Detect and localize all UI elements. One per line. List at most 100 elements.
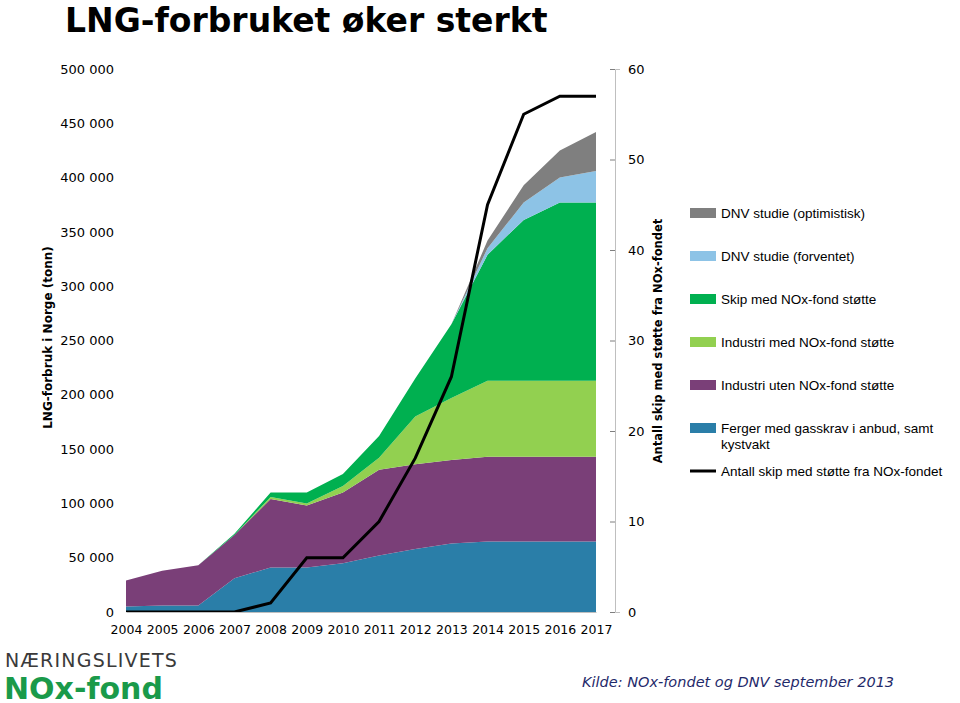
legend-item: Industri med NOx-fond støtte bbox=[690, 335, 894, 350]
tick-label: 2008 bbox=[255, 622, 287, 637]
line bbox=[126, 96, 596, 612]
tick-label: 350 000 bbox=[60, 225, 114, 240]
tick-label: 10 bbox=[628, 514, 645, 529]
legend-item: Skip med NOx-fond støtte bbox=[690, 292, 876, 307]
tick-label: 250 000 bbox=[60, 333, 114, 348]
source: Kilde: NOx-fondet og DNV september 2013 bbox=[582, 674, 894, 690]
tick-mark bbox=[610, 341, 615, 342]
legend-swatch bbox=[690, 337, 716, 347]
tick-label: 2006 bbox=[183, 622, 215, 637]
tick: 2013 bbox=[436, 612, 468, 637]
tick-mark bbox=[610, 160, 615, 161]
tick: 2006 bbox=[183, 612, 215, 637]
tick-mark bbox=[610, 431, 615, 432]
tick-label: 100 000 bbox=[60, 496, 114, 511]
tick-label: 150 000 bbox=[60, 442, 114, 457]
legend-swatch bbox=[690, 294, 716, 304]
tick: 0 bbox=[106, 605, 114, 620]
tick-label: 2012 bbox=[400, 622, 432, 637]
tick-label: 20 bbox=[628, 424, 645, 439]
legend-item: Ferger med gasskrav i anbud, samtkystvak… bbox=[690, 421, 934, 452]
legend-swatch bbox=[690, 208, 716, 218]
tick: 50 000 bbox=[69, 550, 115, 565]
tick: 30 bbox=[610, 333, 645, 348]
tick-label: 2009 bbox=[291, 622, 323, 637]
tick: 2014 bbox=[472, 612, 504, 637]
legend-item: Industri uten NOx-fond støtte bbox=[690, 378, 894, 393]
area bbox=[126, 381, 596, 581]
tick-label: 300 000 bbox=[60, 279, 114, 294]
tick-label: 500 000 bbox=[60, 62, 114, 77]
tick-label: 2007 bbox=[219, 622, 251, 637]
tick-mark bbox=[610, 250, 615, 251]
tick-mark bbox=[610, 522, 615, 523]
title: LNG-forbruket øker sterkt bbox=[65, 1, 548, 40]
tick-label: 450 000 bbox=[60, 116, 114, 131]
axis-line bbox=[114, 70, 115, 613]
tick: 2004 bbox=[111, 612, 143, 637]
tick-label: 2014 bbox=[472, 622, 504, 637]
tick: 20 bbox=[610, 424, 645, 439]
legend-item: Antall skip med støtte fra NOx-fondet bbox=[690, 464, 943, 479]
tick: 100 000 bbox=[60, 496, 114, 511]
tick: 300 000 bbox=[60, 279, 114, 294]
tick: 400 000 bbox=[60, 170, 114, 185]
legend-item: DNV studie (optimistisk) bbox=[690, 206, 865, 221]
tick: 2017 bbox=[581, 612, 613, 637]
area bbox=[126, 171, 596, 580]
tick: 50 bbox=[610, 152, 645, 167]
legend-item: DNV studie (forventet) bbox=[690, 249, 855, 264]
legend-swatch bbox=[690, 251, 716, 261]
legend-label: Industri med NOx-fond støtte bbox=[721, 335, 894, 350]
tick-label: 40 bbox=[628, 243, 645, 258]
legend-label: Ferger med gasskrav i anbud, samtkystvak… bbox=[721, 421, 934, 452]
tick: 2012 bbox=[400, 612, 432, 637]
plot-area bbox=[126, 96, 596, 612]
tick: 2007 bbox=[219, 612, 251, 637]
legend-label: Antall skip med støtte fra NOx-fondet bbox=[721, 464, 943, 479]
axis-line bbox=[127, 612, 597, 613]
legend-swatch bbox=[690, 423, 716, 433]
tick-mark bbox=[610, 69, 615, 70]
tick-label: 30 bbox=[628, 333, 645, 348]
tick-label: 60 bbox=[628, 62, 645, 77]
tick-label: 2005 bbox=[147, 622, 179, 637]
tick-label: 2013 bbox=[436, 622, 468, 637]
axis-title: Antall skip med støtte fra NOx-fondet bbox=[651, 218, 665, 463]
y-axis: 0 50 000 100 000 150 000 200 000 250 000 300 0… bbox=[60, 62, 114, 620]
tick: 10 bbox=[610, 514, 645, 529]
y2-axis: 0 10 20 30 40 50 60 bbox=[610, 62, 645, 620]
tick-label: 2016 bbox=[544, 622, 576, 637]
tick: 2015 bbox=[508, 612, 540, 637]
tick: 350 000 bbox=[60, 225, 114, 240]
tick: 40 bbox=[610, 243, 645, 258]
axis-line bbox=[616, 70, 621, 613]
tick: 150 000 bbox=[60, 442, 114, 457]
tick: 60 bbox=[610, 62, 645, 77]
tick-label: 50 bbox=[628, 152, 645, 167]
tick-label: 200 000 bbox=[60, 387, 114, 402]
tick: 450 000 bbox=[60, 116, 114, 131]
chart: 050 000100 000150 000200 000250 000300 0… bbox=[0, 0, 960, 703]
logo-text: NÆRINGSLIVETS bbox=[5, 649, 178, 671]
tick-label: 2015 bbox=[508, 622, 540, 637]
tick: 500 000 bbox=[60, 62, 114, 77]
tick-label: 2010 bbox=[328, 622, 360, 637]
area bbox=[126, 203, 596, 581]
tick-label: 0 bbox=[106, 605, 114, 620]
tick: 250 000 bbox=[60, 333, 114, 348]
tick-mark bbox=[610, 612, 615, 613]
logo-text: NOx-fond bbox=[4, 671, 163, 703]
tick-label: 0 bbox=[628, 605, 636, 620]
tick: 2010 bbox=[328, 612, 360, 637]
tick-label: 2011 bbox=[364, 622, 396, 637]
area bbox=[126, 132, 596, 581]
axis-title: LNG-forbruk i Norge (tonn) bbox=[41, 246, 55, 429]
legend-swatch bbox=[690, 470, 716, 473]
x-axis: 2004 2005 2006 2007 2008 2009 2010 2011 2012 2013… bbox=[111, 612, 613, 637]
tick-label: 2017 bbox=[581, 622, 613, 637]
legend-label: DNV studie (forventet) bbox=[721, 249, 855, 264]
tick: 200 000 bbox=[60, 387, 114, 402]
tick: 2016 bbox=[544, 612, 576, 637]
tick: 0 bbox=[610, 605, 636, 620]
